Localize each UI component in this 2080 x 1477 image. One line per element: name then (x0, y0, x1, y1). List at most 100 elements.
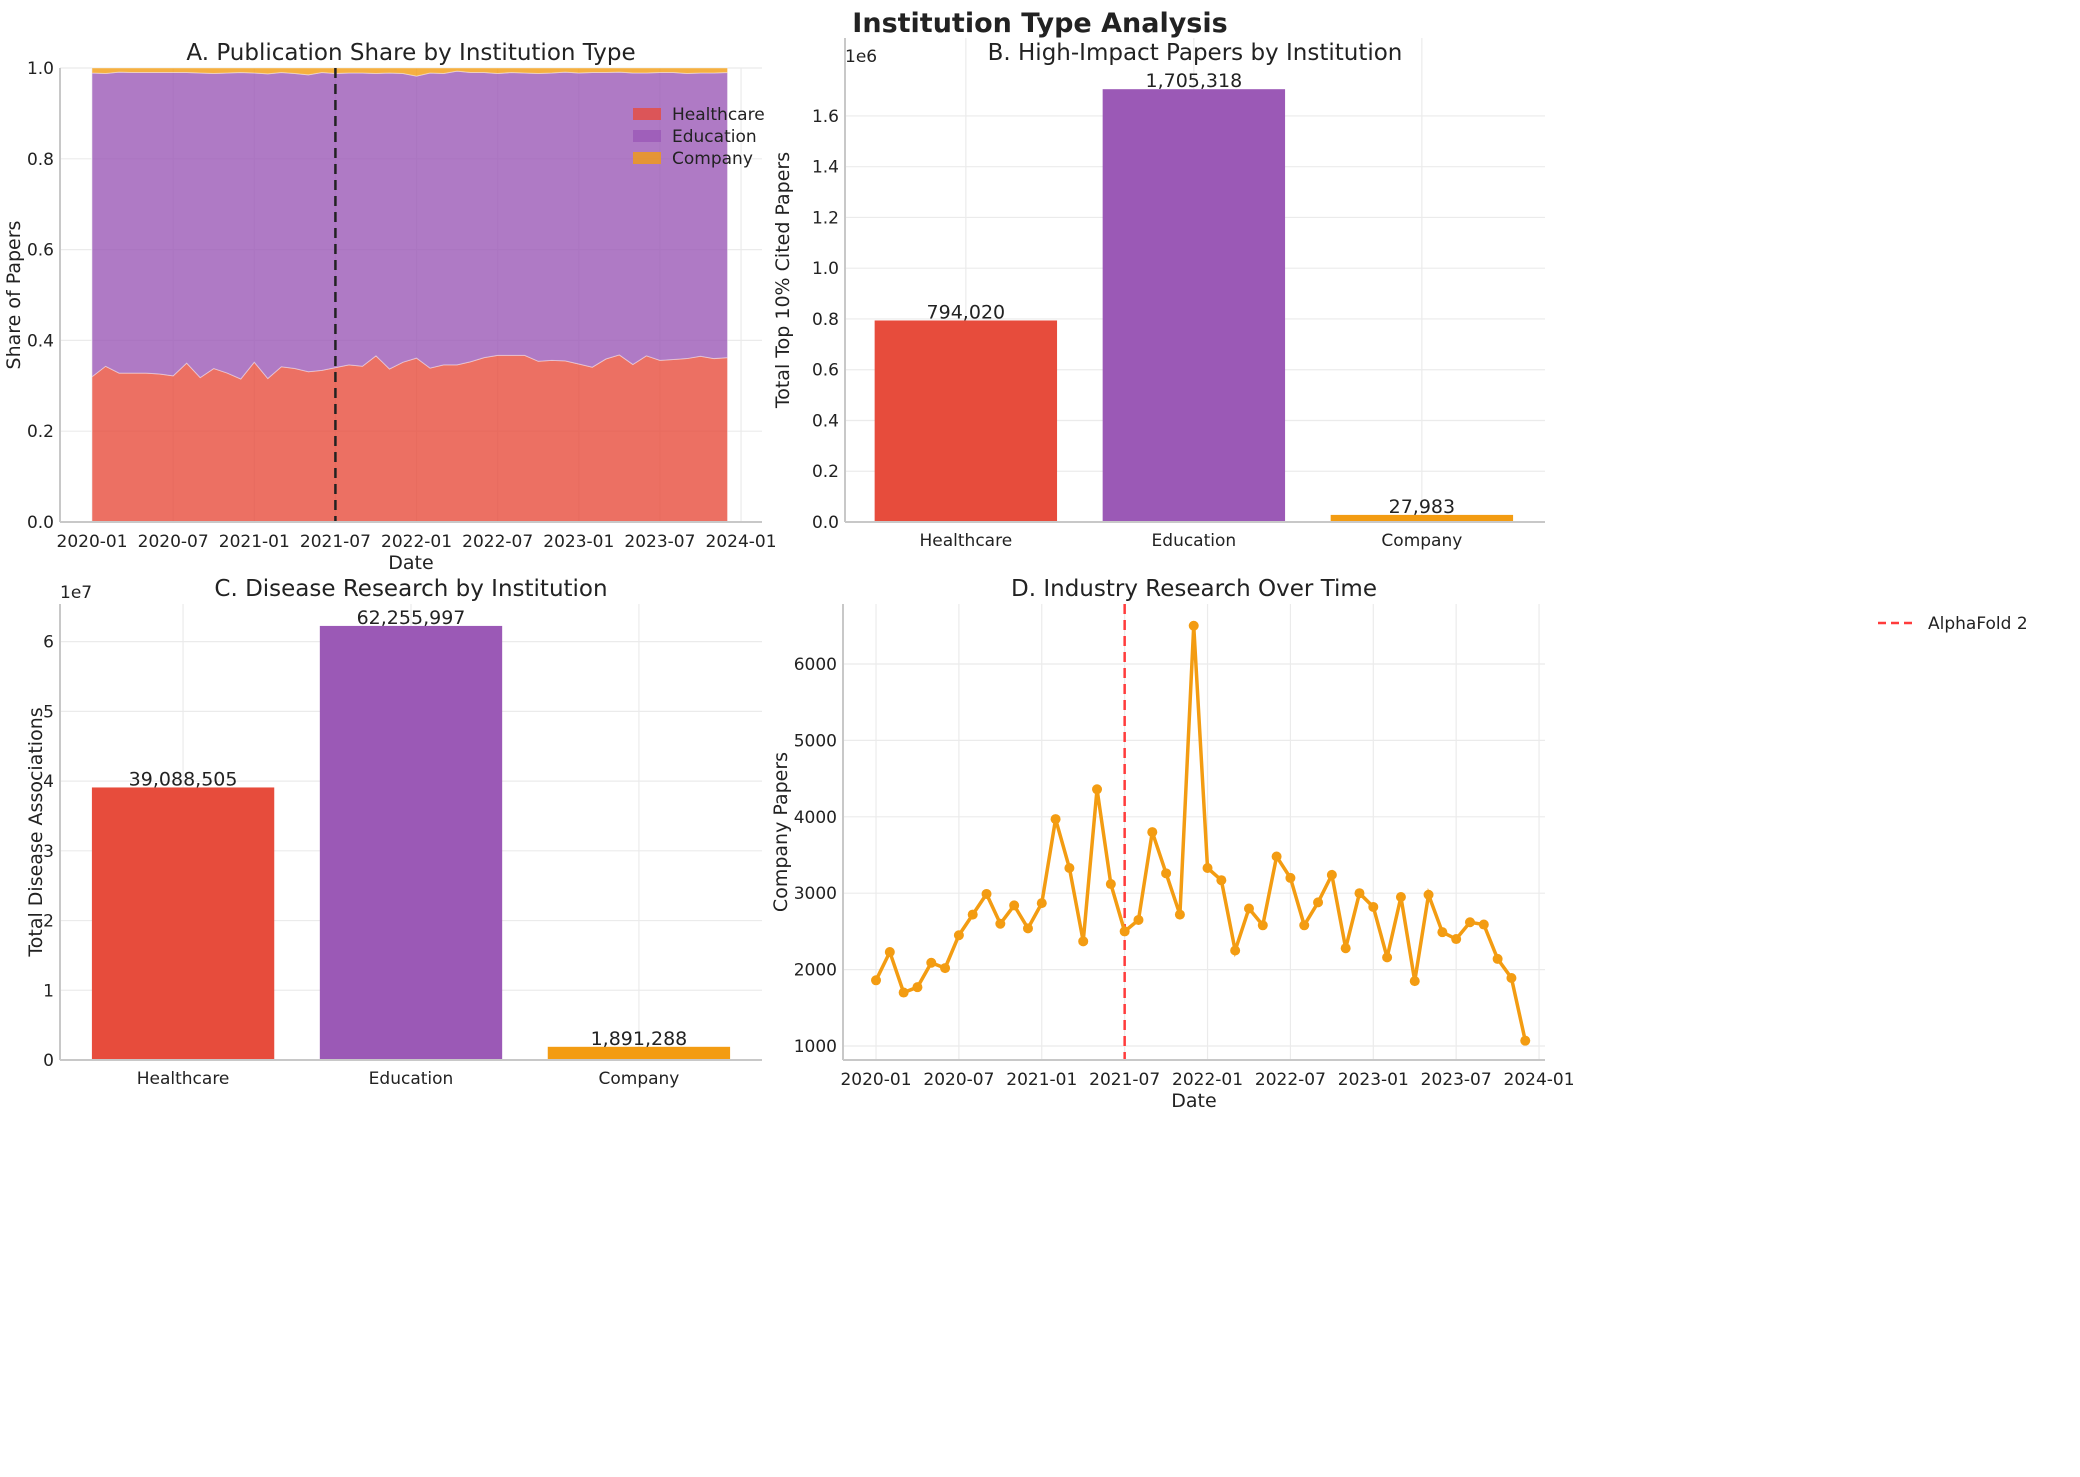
data-point (1188, 620, 1199, 631)
data-point (1009, 900, 1020, 911)
data-point (1506, 973, 1517, 984)
area-education (91, 70, 729, 380)
axis-scale-label: 1e6 (845, 47, 877, 67)
data-label: 27,983 (1389, 496, 1455, 518)
y-tick-label: 0.4 (27, 331, 54, 351)
y-tick-label: 0.6 (812, 361, 839, 381)
y-tick-label: 1000 (794, 1037, 837, 1057)
y-tick-label: 0.6 (27, 241, 54, 261)
y-tick-label: 0.4 (812, 411, 839, 431)
series-line (874, 625, 1527, 1042)
legend-label: Education (672, 127, 757, 147)
data-point (1437, 927, 1448, 938)
data-point (1119, 926, 1130, 937)
legend-swatch (633, 152, 661, 164)
area-healthcare (91, 354, 729, 523)
data-label: 62,255,997 (357, 607, 466, 629)
data-point (1022, 923, 1033, 934)
data-point (1147, 827, 1158, 838)
data-point (1492, 953, 1503, 964)
panel-d: D. Industry Research Over Time 1000 2000 30… (770, 576, 2028, 1112)
panel-title: C. Disease Research by Institution (214, 576, 607, 602)
y-tick-label: 1.4 (812, 158, 839, 178)
data-label: 1,705,318 (1146, 70, 1243, 92)
bar-education (1102, 89, 1286, 522)
bar-company (547, 1046, 731, 1060)
axis-scale-label: 1e7 (60, 583, 92, 603)
bar-education (319, 625, 503, 1060)
y-axis-label: Company Papers (770, 752, 792, 912)
x-tick-label: 2022-01 (1172, 1070, 1243, 1090)
data-point (1395, 892, 1406, 903)
data-point (1092, 784, 1103, 795)
y-axis-label: Share of Papers (3, 221, 25, 370)
y-tick-label: 6 (43, 633, 54, 653)
x-tick-label: 2023-07 (1421, 1070, 1492, 1090)
panel-b: B. High-Impact Papers by Institution 0.0 0… (772, 38, 1545, 551)
data-point (1050, 814, 1061, 825)
y-tick-label: 4000 (794, 808, 837, 828)
y-tick-label: 3000 (794, 884, 837, 904)
figure-title: Institution Type Analysis (852, 8, 1228, 39)
x-tick-label: Education (369, 1069, 454, 1089)
data-point (940, 963, 951, 974)
data-point (1478, 919, 1489, 930)
x-tick-label: 2024-01 (1504, 1070, 1575, 1090)
data-point (1271, 851, 1282, 862)
panel-title: A. Publication Share by Institution Type (186, 40, 635, 66)
data-point (912, 982, 923, 993)
x-tick-label: Healthcare (920, 531, 1013, 551)
panel-a: A. Publication Share by Institution Type… (3, 40, 777, 574)
y-tick-label: 5000 (794, 731, 837, 751)
x-tick-label: 2020-01 (840, 1070, 911, 1090)
data-point (1326, 869, 1337, 880)
data-point (1340, 943, 1351, 954)
data-point (1257, 920, 1268, 931)
data-point (1451, 934, 1462, 945)
y-tick-label: 0.0 (27, 513, 54, 533)
y-tick-label: 1.0 (27, 59, 54, 79)
x-tick-label: 2021-01 (219, 532, 290, 552)
data-label: 1,891,288 (591, 1028, 688, 1050)
x-tick-label: Healthcare (137, 1069, 230, 1089)
x-tick-label: 2022-07 (1255, 1070, 1326, 1090)
y-tick-label: 0.2 (812, 462, 839, 482)
data-label: 794,020 (927, 301, 1006, 323)
legend-label: AlphaFold 2 (1928, 614, 2028, 634)
x-tick-label: 2022-01 (381, 532, 452, 552)
x-tick-label: 2023-07 (624, 532, 695, 552)
x-tick-label: 2021-07 (300, 532, 371, 552)
x-tick-label: 2022-07 (462, 532, 533, 552)
data-point (1299, 920, 1310, 931)
x-tick-label: 2021-01 (1006, 1070, 1077, 1090)
data-point (1133, 914, 1144, 925)
data-point (1202, 862, 1213, 873)
data-point (926, 957, 937, 968)
y-tick-label: 4 (43, 772, 54, 792)
y-tick-label: 0.0 (812, 513, 839, 533)
legend-swatch (633, 108, 661, 120)
y-tick-label: 0.8 (812, 310, 839, 330)
bar-healthcare (874, 320, 1058, 522)
data-point (1078, 936, 1089, 947)
y-tick-label: 1.6 (812, 107, 839, 127)
data-point (967, 909, 978, 920)
x-tick-label: 2023-01 (1338, 1070, 1409, 1090)
data-point (1161, 868, 1172, 879)
y-tick-label: 6000 (794, 655, 837, 675)
data-point (1243, 903, 1254, 914)
legend-label: Company (672, 149, 753, 169)
data-point (953, 930, 964, 941)
data-point (871, 975, 882, 986)
y-tick-label: 3 (43, 842, 54, 862)
y-tick-label: 2000 (794, 961, 837, 981)
data-point (1174, 909, 1185, 920)
data-point (1368, 901, 1379, 912)
data-point (1105, 879, 1116, 890)
data-point (981, 888, 992, 899)
x-axis-label: Date (1171, 1090, 1216, 1112)
x-tick-label: Company (598, 1069, 679, 1089)
data-point (995, 918, 1006, 929)
data-point (1285, 872, 1296, 883)
